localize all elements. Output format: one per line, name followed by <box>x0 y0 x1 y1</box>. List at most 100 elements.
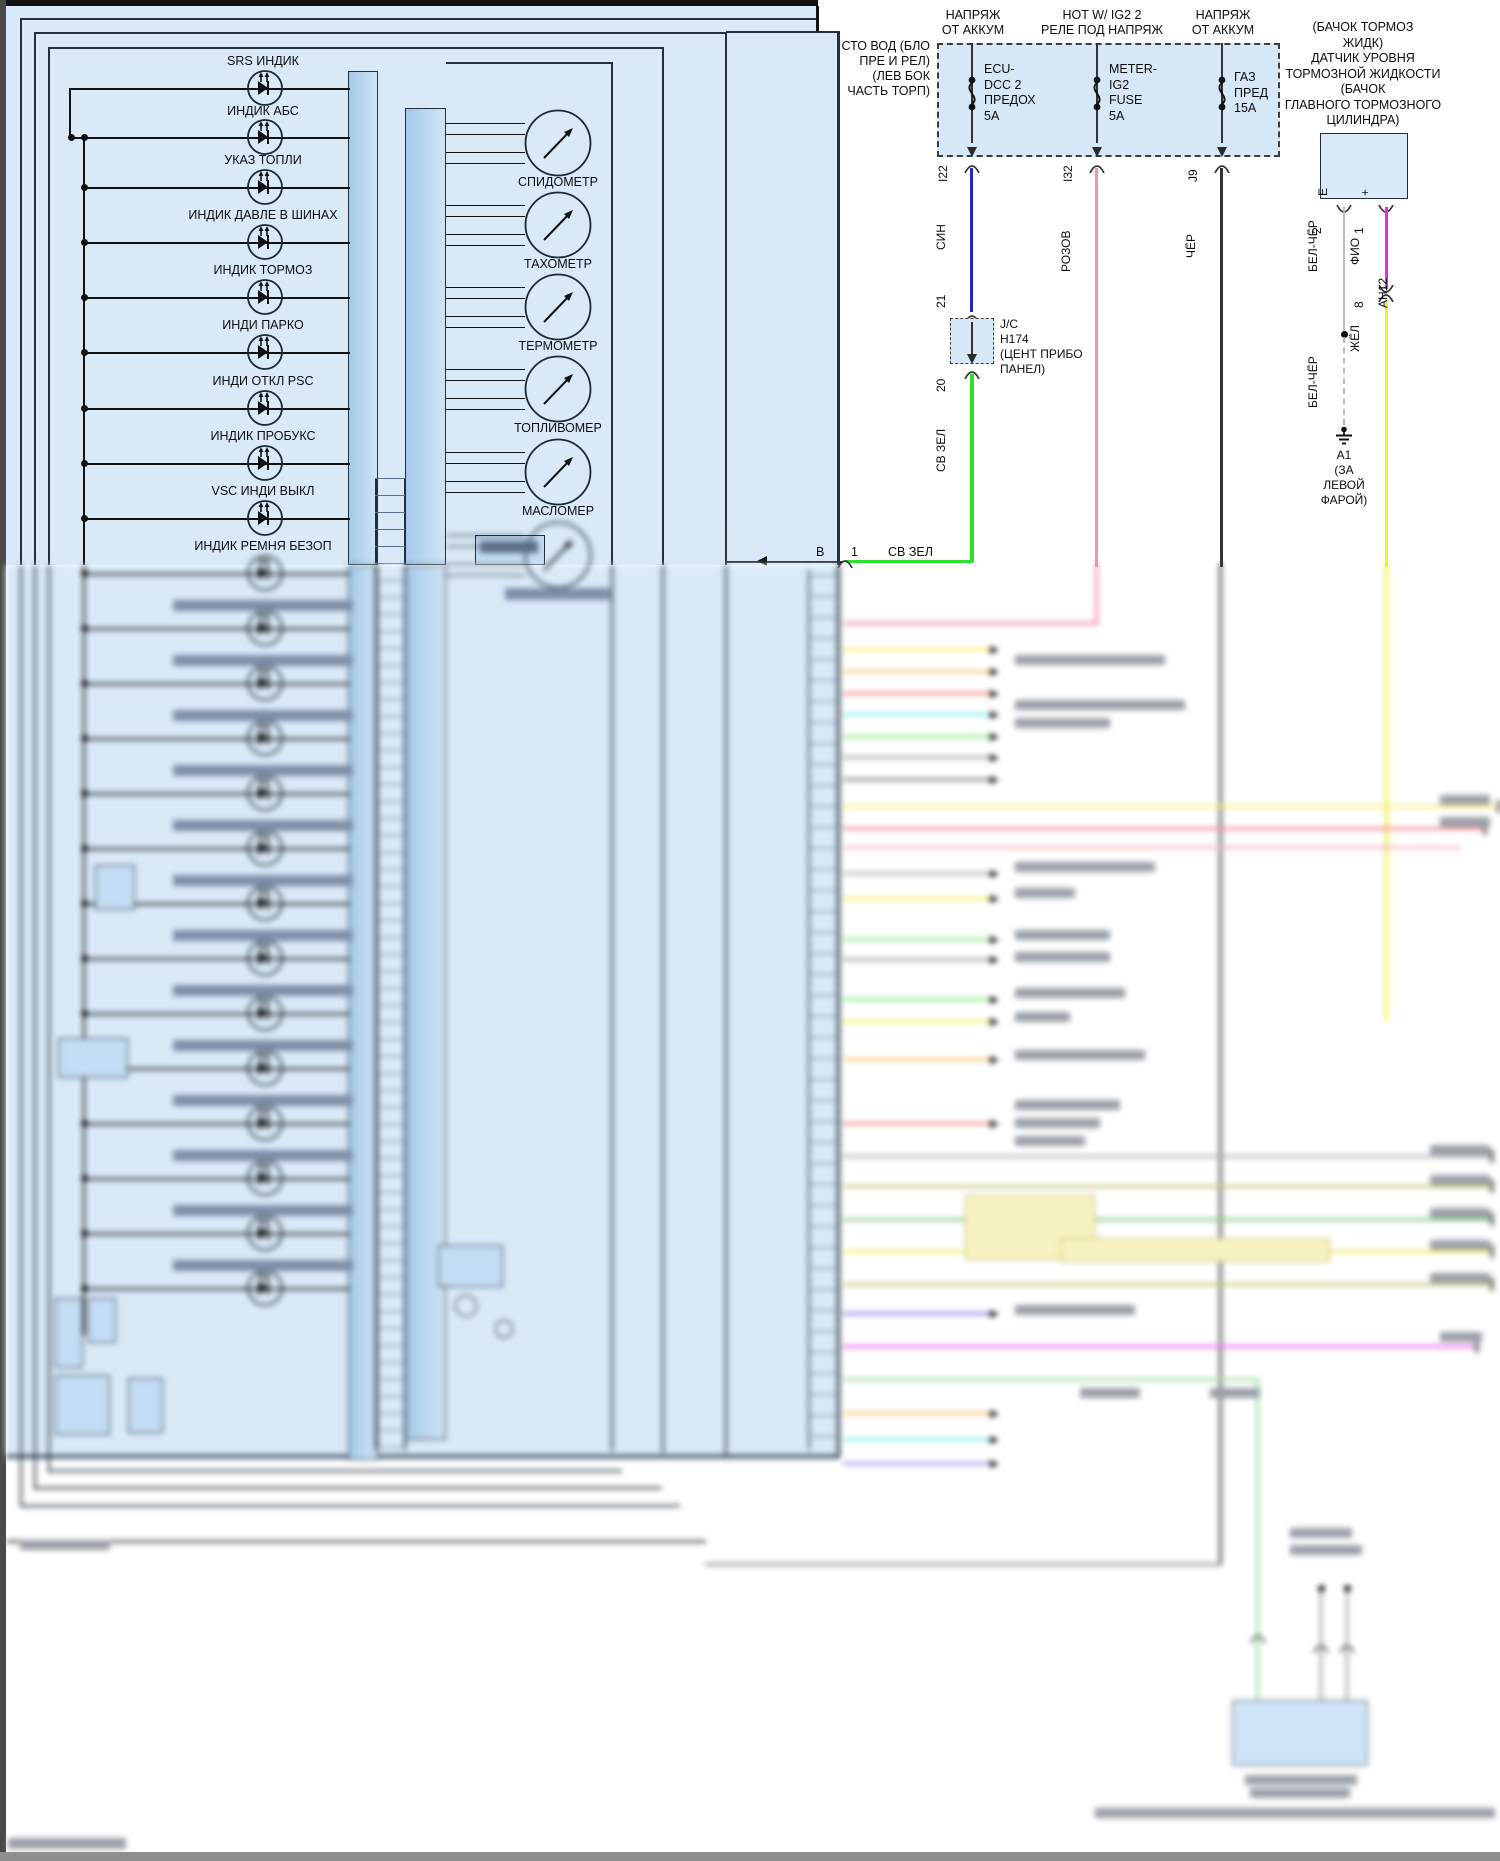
indicator-led-icon <box>246 1214 284 1252</box>
line <box>808 1226 838 1228</box>
line <box>375 903 405 905</box>
wire-blur <box>843 805 1497 809</box>
label-blob <box>1430 1273 1490 1283</box>
line <box>34 565 36 1490</box>
label-blob <box>1245 1775 1357 1785</box>
junction-dot <box>80 183 88 191</box>
gauge-wire <box>446 123 525 125</box>
indicator-row-line <box>83 297 350 299</box>
line <box>375 1447 405 1449</box>
label-blob <box>1290 1545 1362 1555</box>
line <box>83 1068 350 1070</box>
switch-icon <box>495 1320 513 1338</box>
indicator-label-psc: ИНДИ ОТКЛ PSC <box>212 374 314 388</box>
line <box>837 565 840 1457</box>
line <box>808 1058 838 1060</box>
label-blob <box>1430 1240 1490 1250</box>
line <box>808 1373 838 1375</box>
wire-zhyol <box>1384 298 1388 567</box>
gauge-label-speedometer: СПИДОМЕТР <box>518 175 598 189</box>
wire-svzel-horiz <box>846 559 973 563</box>
frame-bottom <box>0 1852 1500 1861</box>
line <box>808 785 838 787</box>
line <box>20 565 22 1505</box>
line <box>375 818 405 820</box>
line <box>808 575 838 577</box>
junction-label: J/C H174 (ЦЕНТ ПРИБО ПАНЕЛ) <box>1000 317 1083 376</box>
fuse-icon <box>963 76 981 116</box>
gauge-wire <box>446 452 525 454</box>
wire-blur <box>843 846 1460 850</box>
indicator-label-tire: ИНДИК ДАВЛЕ В ШИНАХ <box>188 208 338 222</box>
indicator-led-icon <box>246 994 284 1032</box>
line <box>611 565 613 1451</box>
panel-sub-box <box>128 1378 163 1433</box>
terminal-arrow-icon <box>990 689 999 698</box>
line <box>375 597 405 599</box>
connector-arc-icon <box>1338 1640 1356 1654</box>
indicator-led-icon <box>246 499 284 537</box>
terminal-arrow-icon <box>990 1017 999 1026</box>
line <box>375 682 405 684</box>
junction-dot <box>80 514 88 522</box>
line <box>375 1260 405 1262</box>
terminal-arrow-icon <box>990 955 999 964</box>
indicator-row-line <box>83 352 350 354</box>
line <box>375 784 405 786</box>
line <box>83 738 350 740</box>
line <box>375 801 405 803</box>
line <box>404 565 406 1450</box>
wire-blur <box>843 827 1483 831</box>
line <box>1346 1588 1348 1700</box>
line <box>375 648 405 650</box>
wire-blur <box>843 998 990 1002</box>
bus2-header: HOT W/ IG2 2 РЕЛЕ ПОД НАПРЯЖ <box>1041 8 1163 37</box>
gauge-label-fuelmeter: ТОПЛИВОМЕР <box>514 421 602 435</box>
line <box>808 1310 838 1312</box>
junction-dot <box>80 1119 88 1127</box>
gauge-needle-icon <box>523 108 593 178</box>
line <box>375 1277 405 1279</box>
gauge-needle-icon <box>523 520 593 590</box>
line <box>808 743 838 745</box>
line <box>375 733 405 735</box>
arrow-down-icon <box>1217 147 1227 157</box>
line <box>375 1005 405 1007</box>
line <box>83 683 350 685</box>
line <box>375 1175 405 1177</box>
line <box>808 1121 838 1123</box>
line <box>375 1124 405 1126</box>
indicator-row-line <box>69 137 350 139</box>
line <box>83 1233 350 1235</box>
indicator-row-line <box>83 187 350 189</box>
line <box>375 1345 405 1347</box>
wire-blur <box>843 756 990 760</box>
label-blob <box>1015 952 1110 962</box>
connector-arc-icon <box>1377 289 1395 303</box>
label-blob <box>173 930 353 941</box>
gauge-wire <box>446 463 525 465</box>
label-blob <box>1440 1332 1482 1342</box>
line <box>375 716 405 718</box>
ground-icon <box>1333 426 1355 445</box>
label-blob <box>1290 1528 1352 1538</box>
line <box>83 573 350 575</box>
junction-dot <box>80 293 88 301</box>
terminal-arrow-icon <box>990 1309 999 1318</box>
indicator-led-icon <box>246 1159 284 1197</box>
terminal-arrow-icon <box>990 775 999 784</box>
panel-sub-box <box>438 1245 503 1287</box>
line <box>375 1056 405 1058</box>
line <box>48 47 663 49</box>
terminal-arrow-icon <box>990 645 999 654</box>
line <box>375 1311 405 1313</box>
indicator-led-icon <box>246 554 284 592</box>
fuse-label-gaz: ГАЗ ПРЕД 15A <box>1234 70 1269 115</box>
wire-fio <box>1384 207 1388 289</box>
terminal-arrow-icon <box>990 1119 999 1128</box>
gauge-wire <box>446 216 525 218</box>
label-blob <box>1015 1136 1085 1146</box>
label-blob <box>1015 1012 1070 1022</box>
indicator-row-line <box>83 463 350 465</box>
junction-dot <box>80 899 88 907</box>
